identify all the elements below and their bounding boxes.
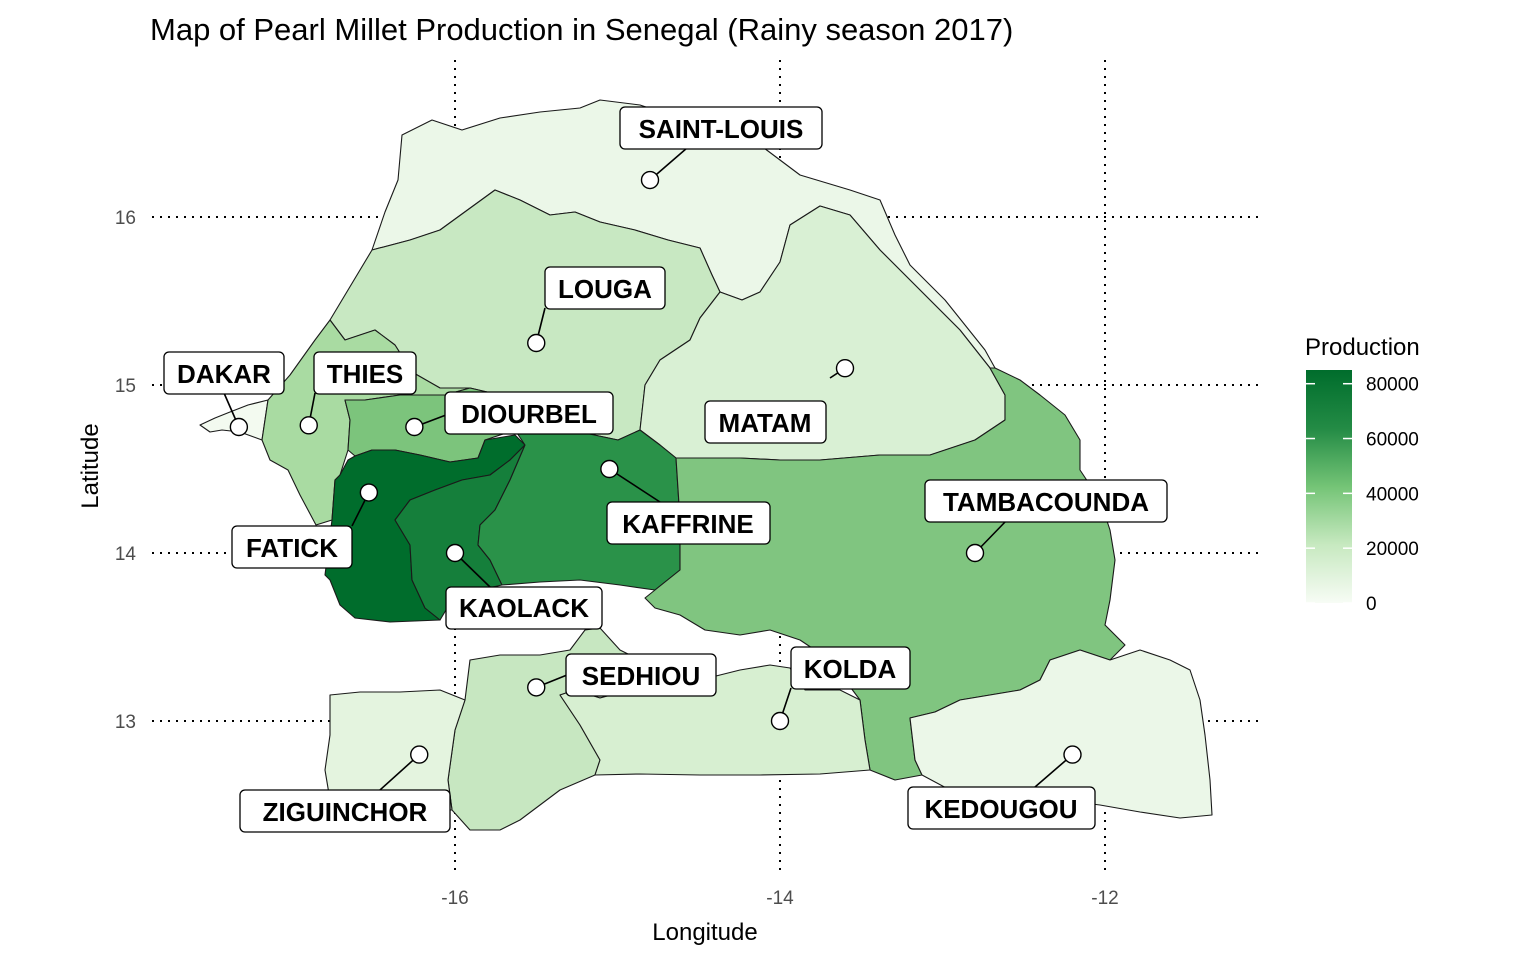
- label-fatick: FATICK: [231, 525, 353, 569]
- region-marker: [405, 417, 424, 437]
- label-dakar-text: DAKAR: [177, 359, 271, 389]
- x-axis-ticks: -16 -14 -12: [441, 888, 1118, 909]
- region-marker: [229, 417, 249, 437]
- region-marker: [1063, 745, 1082, 764]
- x-axis-title: Longitude: [652, 919, 757, 946]
- region-labels: SAINT-LOUIS LOUGA MATAM DAKAR THIES DIOU…: [163, 106, 1168, 833]
- label-kedougou-text: KEDOUGOU: [924, 794, 1077, 824]
- region-kaffrine: [477, 414, 681, 591]
- label-sedhiou-text: SEDHIOU: [582, 661, 700, 691]
- region-marker: [835, 359, 855, 378]
- label-kedougou: KEDOUGOU: [907, 786, 1096, 830]
- region-marker: [527, 678, 546, 697]
- label-fatick-text: FATICK: [246, 533, 338, 563]
- x-tick-label: -12: [1091, 888, 1118, 909]
- y-tick-label: 15: [115, 376, 136, 397]
- label-diourbel: DIOURBEL: [444, 391, 614, 435]
- legend: Production 80000 60000 40000 20000 0: [1305, 334, 1420, 615]
- label-louga: LOUGA: [544, 266, 666, 310]
- legend-title: Production: [1305, 334, 1420, 361]
- region-marker: [600, 459, 619, 479]
- x-tick-label: -14: [766, 888, 794, 909]
- y-tick-label: 14: [115, 544, 137, 565]
- label-matam: MATAM: [704, 400, 827, 444]
- legend-colorbar: [1306, 370, 1352, 603]
- regions: [199, 99, 1213, 831]
- y-tick-label: 13: [115, 712, 136, 733]
- label-dakar: DAKAR: [163, 351, 285, 395]
- region-marker: [640, 170, 660, 190]
- legend-ticks: 80000 60000 40000 20000 0: [1306, 375, 1419, 615]
- region-markers: [223, 147, 1082, 791]
- legend-tick-label: 80000: [1366, 375, 1419, 396]
- region-marker: [359, 483, 379, 502]
- region-marker: [770, 711, 790, 731]
- region-marker: [299, 416, 318, 435]
- label-sedhiou: SEDHIOU: [565, 653, 717, 697]
- y-tick-label: 16: [115, 208, 136, 229]
- legend-tick-label: 60000: [1366, 430, 1419, 451]
- label-diourbel-text: DIOURBEL: [461, 399, 597, 429]
- label-kolda: KOLDA: [790, 646, 911, 690]
- chart-title: Map of Pearl Millet Production in Senega…: [150, 12, 1013, 47]
- leader-line: [608, 468, 661, 503]
- label-kolda-text: KOLDA: [804, 654, 897, 684]
- label-thies: THIES: [313, 351, 417, 395]
- region-marker: [410, 745, 429, 764]
- label-thies-text: THIES: [327, 359, 404, 389]
- label-saint-louis-text: SAINT-LOUIS: [639, 114, 804, 144]
- label-saint-louis: SAINT-LOUIS: [619, 106, 823, 150]
- region-marker: [527, 333, 546, 353]
- label-tambacounda: TAMBACOUNDA: [924, 479, 1168, 523]
- legend-tick-label: 0: [1366, 594, 1377, 615]
- label-kaolack-text: KAOLACK: [459, 593, 589, 623]
- label-tambacounda-text: TAMBACOUNDA: [943, 487, 1149, 517]
- x-tick-label: -16: [441, 888, 468, 909]
- label-matam-text: MATAM: [719, 408, 812, 438]
- y-axis-title: Latitude: [77, 423, 104, 508]
- label-kaffrine-text: KAFFRINE: [622, 509, 753, 539]
- label-kaffrine: KAFFRINE: [606, 501, 771, 545]
- y-axis-ticks: 16 15 14 13: [115, 208, 137, 733]
- label-ziguinchor: ZIGUINCHOR: [239, 789, 451, 833]
- label-louga-text: LOUGA: [558, 274, 652, 304]
- region-marker: [445, 543, 465, 563]
- label-kaolack: KAOLACK: [445, 586, 603, 630]
- label-ziguinchor-text: ZIGUINCHOR: [263, 797, 428, 827]
- region-marker: [965, 543, 985, 563]
- legend-tick-label: 40000: [1366, 484, 1419, 505]
- legend-tick-label: 20000: [1366, 539, 1419, 560]
